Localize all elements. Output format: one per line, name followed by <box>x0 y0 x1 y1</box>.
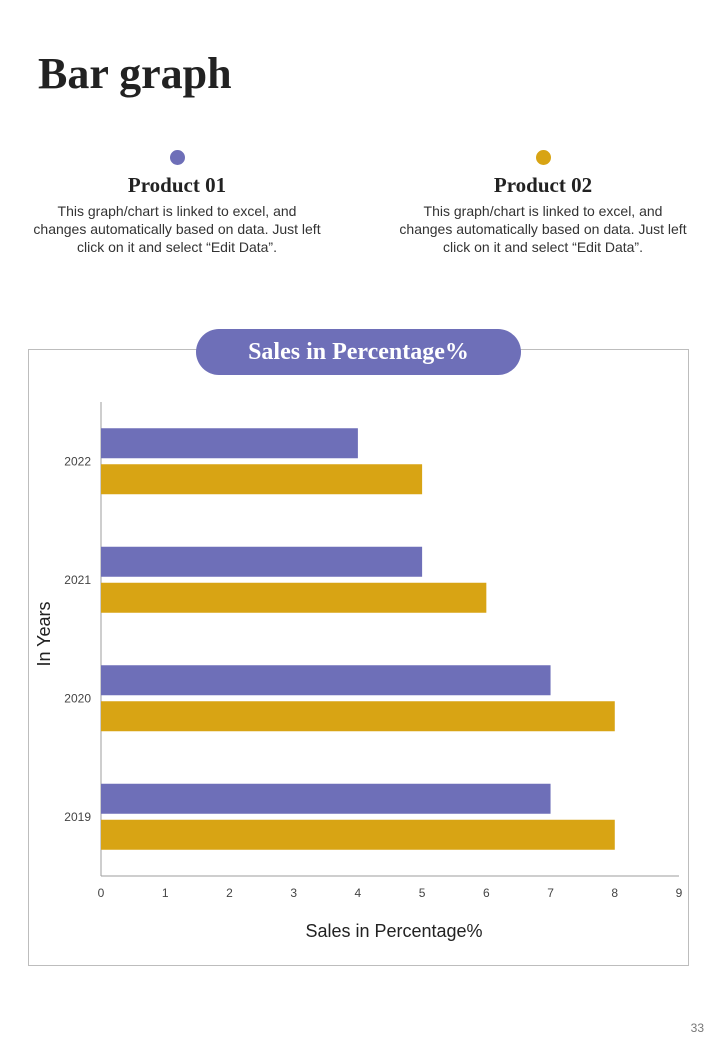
product-01-dot-icon <box>169 150 185 165</box>
x-tick-label: 5 <box>419 886 426 900</box>
product-01-description: This graph/chart is linked to excel, and… <box>33 203 321 255</box>
x-tick-label: 2 <box>226 886 233 900</box>
x-tick-label: 6 <box>483 886 490 900</box>
y-axis-title: In Years <box>34 601 54 666</box>
x-tick-label: 3 <box>290 886 297 900</box>
bar-2021-series-2 <box>101 582 487 613</box>
x-axis-title: Sales in Percentage% <box>305 921 482 941</box>
bar-2021-series-1 <box>101 546 423 577</box>
x-tick-label: 8 <box>611 886 618 900</box>
page-number: 33 <box>690 1021 704 1035</box>
bar-2022-series-1 <box>101 428 358 459</box>
product-02-description: This graph/chart is linked to excel, and… <box>399 203 687 255</box>
product-02-name: Product 02 <box>493 173 593 197</box>
x-tick-label: 7 <box>547 886 554 900</box>
chart-title-pill: Sales in Percentage% <box>196 329 521 375</box>
x-tick-label: 9 <box>676 886 683 900</box>
y-tick-label: 2020 <box>64 691 91 705</box>
bar-2019-series-1 <box>101 783 551 814</box>
product-02-legend: Product 02 This graph/chart is linked to… <box>398 150 688 256</box>
y-tick-label: 2021 <box>64 573 91 587</box>
bar-2019-series-2 <box>101 819 615 850</box>
product-01-name: Product 01 <box>127 173 227 197</box>
x-tick-label: 1 <box>162 886 169 900</box>
x-tick-label: 0 <box>98 886 105 900</box>
bar-2020-series-1 <box>101 665 551 696</box>
product-02-dot-icon <box>535 150 551 165</box>
x-tick-label: 4 <box>355 886 362 900</box>
bar-2020-series-2 <box>101 701 615 732</box>
bar-2022-series-2 <box>101 464 423 495</box>
y-tick-label: 2019 <box>64 810 91 824</box>
product-01-legend: Product 01 This graph/chart is linked to… <box>32 150 322 256</box>
page-title: Bar graph <box>38 49 232 98</box>
y-tick-label: 2022 <box>64 454 91 468</box>
